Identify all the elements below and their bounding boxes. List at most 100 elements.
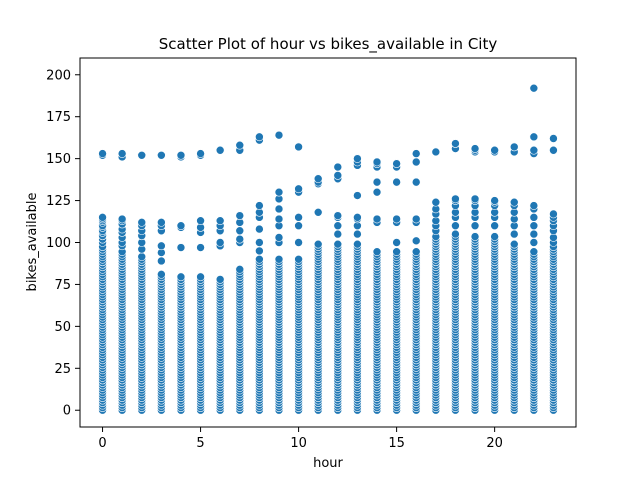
- data-point: [333, 229, 343, 239]
- data-point: [353, 229, 362, 239]
- data-point: [529, 221, 539, 231]
- y-tick-label: 125: [46, 194, 71, 209]
- data-point: [176, 221, 186, 231]
- data-point: [235, 211, 245, 220]
- points-layer: [98, 83, 558, 415]
- data-point: [255, 246, 264, 256]
- y-axis-label: bikes_available: [25, 193, 40, 292]
- data-point: [411, 236, 421, 246]
- data-point: [157, 256, 166, 266]
- data-point: [255, 132, 264, 142]
- data-point: [529, 201, 539, 210]
- data-point: [215, 275, 225, 284]
- chart-title: Scatter Plot of hour vs bikes_available …: [159, 35, 498, 54]
- data-point: [353, 239, 362, 249]
- data-point: [235, 226, 245, 236]
- data-point: [451, 229, 460, 239]
- data-point: [451, 139, 460, 148]
- data-point: [235, 140, 245, 150]
- data-point: [274, 254, 284, 264]
- data-point: [294, 254, 303, 264]
- data-point: [509, 229, 519, 239]
- data-point: [333, 171, 343, 180]
- data-point: [509, 197, 519, 207]
- data-point: [176, 150, 186, 160]
- data-point: [411, 247, 421, 257]
- data-point: [372, 177, 382, 187]
- y-tick-label: 25: [54, 362, 71, 377]
- data-point: [392, 159, 401, 168]
- data-point: [294, 213, 303, 222]
- data-point: [333, 239, 343, 249]
- data-point: [157, 270, 166, 279]
- y-tick-label: 150: [46, 152, 71, 167]
- data-point: [353, 154, 362, 163]
- data-point: [529, 247, 539, 257]
- x-tick-label: 10: [290, 436, 307, 451]
- data-point: [392, 238, 401, 247]
- data-point: [372, 157, 382, 167]
- data-point: [490, 221, 499, 231]
- data-point: [294, 184, 303, 194]
- data-point: [157, 218, 166, 227]
- data-point: [411, 149, 421, 158]
- data-point: [137, 218, 147, 227]
- data-point: [549, 134, 558, 143]
- data-point: [509, 239, 519, 249]
- x-axis-ticks: 0 5 10 15 20: [98, 427, 503, 451]
- data-point: [196, 243, 205, 252]
- data-point: [137, 252, 147, 262]
- data-point: [451, 221, 460, 231]
- data-point: [215, 216, 225, 225]
- data-point: [235, 234, 245, 244]
- x-axis-label: hour: [313, 456, 343, 471]
- data-point: [529, 83, 539, 93]
- data-point: [215, 238, 225, 247]
- data-point: [333, 162, 343, 172]
- data-point: [215, 145, 225, 155]
- data-point: [529, 229, 539, 239]
- y-tick-label: 200: [46, 68, 71, 83]
- data-point: [313, 208, 323, 217]
- data-point: [411, 157, 421, 167]
- y-tick-label: 175: [46, 110, 71, 125]
- data-point: [274, 204, 284, 214]
- data-point: [196, 216, 205, 225]
- data-point: [333, 211, 343, 220]
- data-point: [274, 233, 284, 242]
- data-point: [294, 238, 303, 247]
- x-tick-label: 20: [486, 436, 503, 451]
- data-point: [431, 197, 441, 207]
- data-point: [470, 144, 480, 153]
- data-point: [392, 177, 401, 187]
- data-point: [392, 214, 401, 224]
- data-point: [137, 150, 147, 160]
- data-point: [470, 194, 480, 204]
- data-point: [509, 142, 519, 152]
- data-point: [549, 209, 558, 219]
- data-point: [313, 239, 323, 249]
- data-point: [157, 150, 166, 160]
- data-point: [255, 201, 264, 210]
- data-point: [294, 142, 303, 152]
- data-point: [372, 247, 382, 257]
- y-tick-label: 75: [54, 278, 71, 293]
- data-point: [117, 149, 127, 158]
- data-point: [529, 238, 539, 247]
- data-point: [255, 224, 264, 234]
- y-tick-label: 50: [54, 320, 71, 335]
- data-point: [431, 147, 441, 157]
- data-point: [490, 232, 499, 241]
- data-point: [274, 130, 284, 140]
- data-point: [313, 174, 323, 184]
- data-point: [529, 145, 539, 155]
- data-point: [490, 196, 499, 205]
- data-point: [470, 232, 480, 241]
- data-point: [98, 213, 107, 222]
- data-point: [196, 149, 205, 158]
- y-tick-label: 0: [63, 404, 71, 419]
- data-point: [529, 132, 539, 142]
- data-point: [529, 213, 539, 222]
